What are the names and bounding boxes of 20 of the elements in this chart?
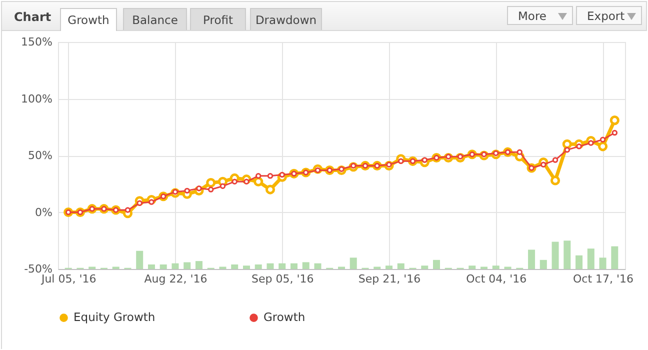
text: Profit	[190, 8, 246, 30]
legend-label: Growth	[264, 310, 306, 324]
x-tick-label: Oct 17, '16	[573, 272, 634, 286]
y-tick-label: 150%	[21, 36, 52, 48]
legend-label: Equity Growth	[74, 310, 156, 324]
x-tick-label: Jul 05, '16	[40, 272, 96, 286]
text: Growth	[60, 8, 117, 31]
y-tick-label: 100%	[21, 92, 52, 106]
x-tick-label: Oct 04, '16	[466, 272, 527, 286]
y-tick-label: 0%	[35, 206, 52, 219]
y-tick-label: 50%	[28, 149, 52, 162]
text: More	[518, 9, 547, 23]
x-tick-label: Sep 21, '16	[358, 272, 421, 286]
text: Export	[587, 9, 625, 23]
chart-title: Chart	[14, 10, 52, 24]
text: Drawdown	[250, 8, 322, 30]
x-tick-label: Sep 05, '16	[251, 272, 314, 286]
text: Balance	[123, 8, 187, 30]
y-tick-label: -50%	[24, 262, 52, 276]
x-tick-label: Aug 22, '16	[144, 272, 208, 286]
